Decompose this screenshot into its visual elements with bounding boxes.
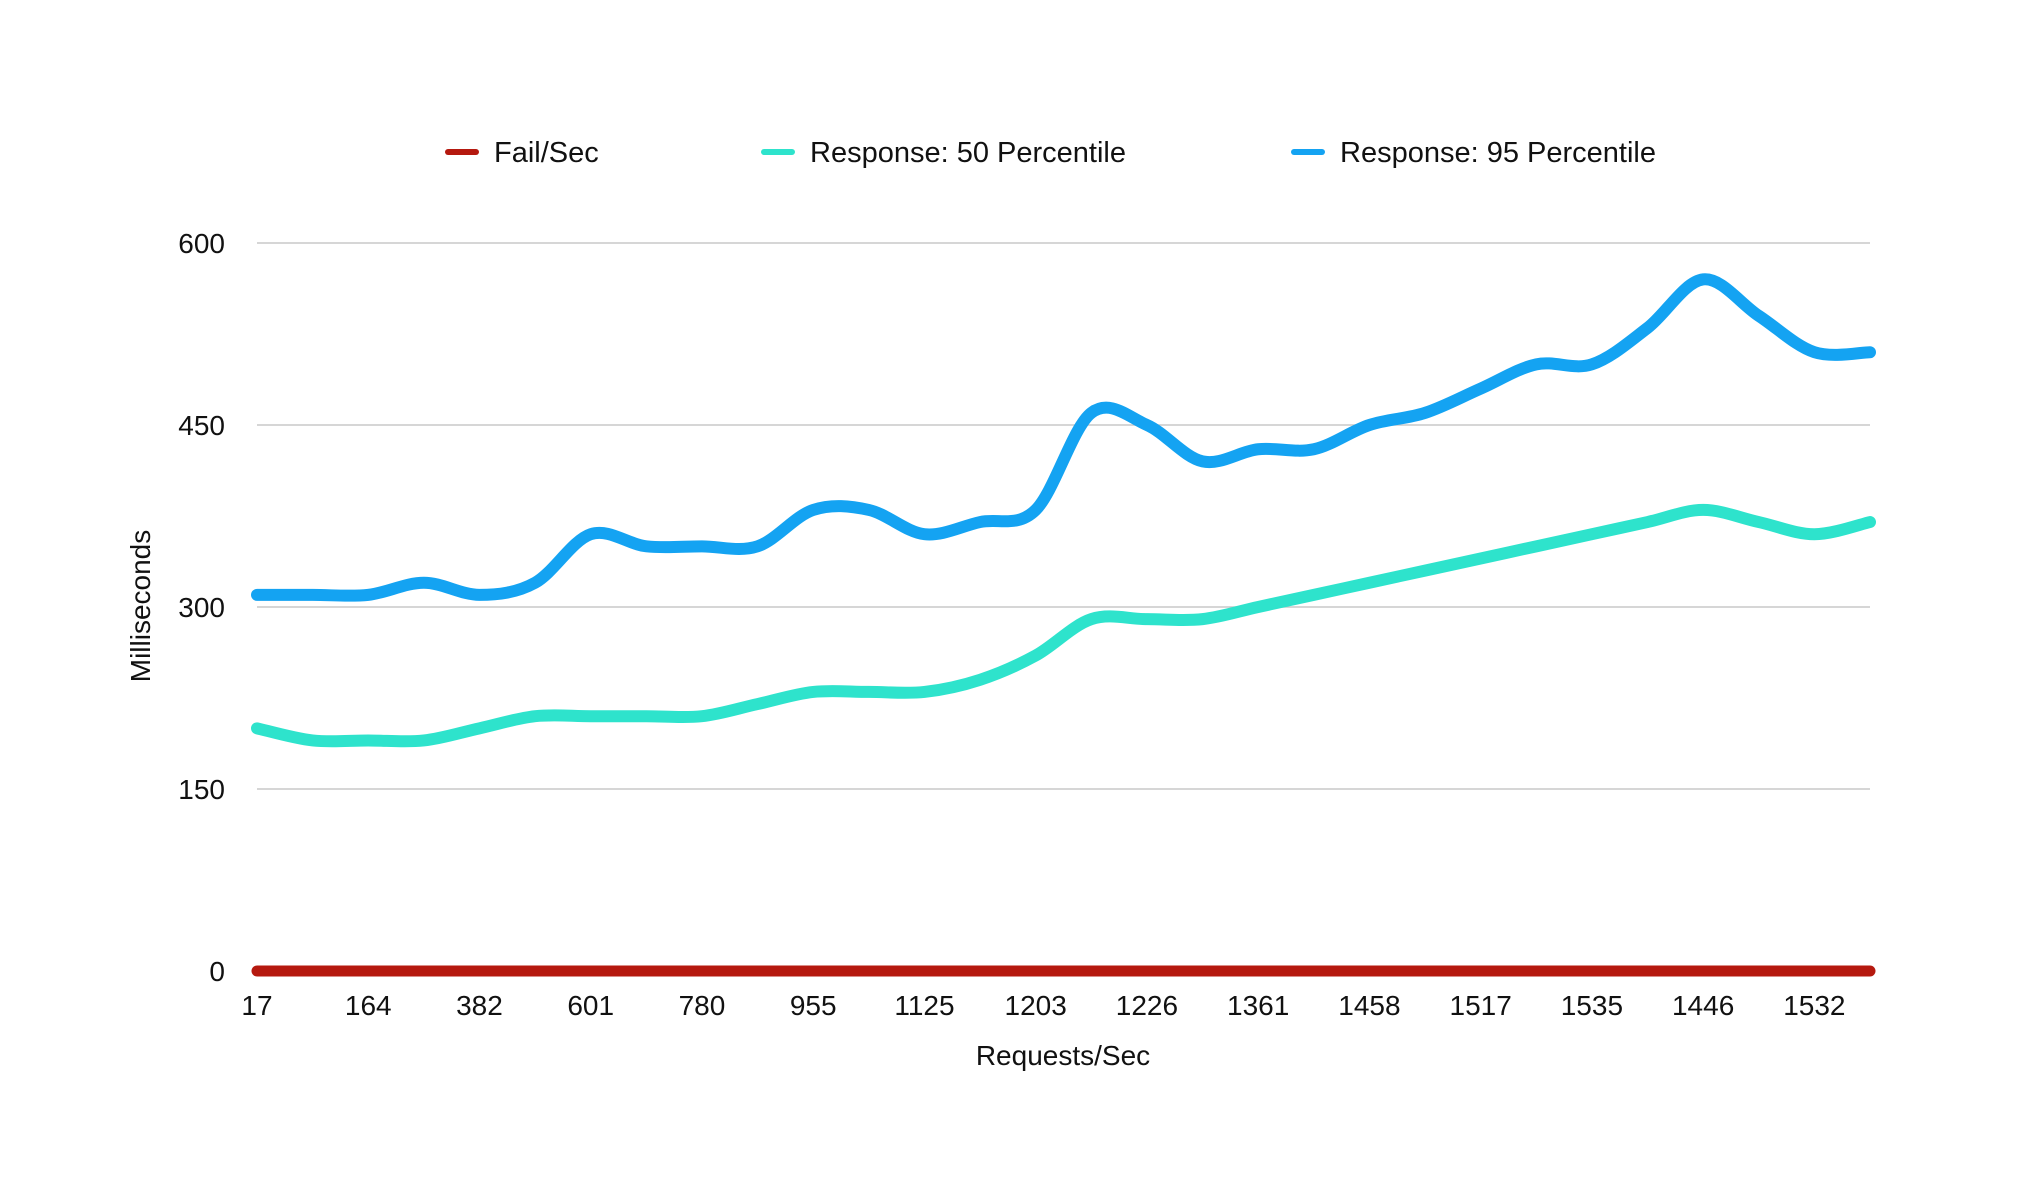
legend-item: Response: 50 Percentile <box>761 137 1126 169</box>
x-axis-ticks: 17 164 382 601 780 955 1125 1203 1226 1361 1458 151… <box>241 990 1845 1021</box>
y-tick-label: 0 <box>209 956 225 987</box>
y-tick-label: 450 <box>178 410 225 441</box>
x-tick-label: 780 <box>679 990 726 1021</box>
x-tick-label: 1203 <box>1005 990 1067 1021</box>
legend-item: Response: 95 Percentile <box>1291 137 1656 169</box>
x-axis-title: Requests/Sec <box>976 1040 1150 1071</box>
x-tick-label: 1535 <box>1561 990 1623 1021</box>
y-tick-label: 600 <box>178 228 225 259</box>
series-line-response-50-percentile <box>251 503 1876 748</box>
y-axis-ticks: 0 150 300 450 600 <box>178 228 225 987</box>
x-tick-label: 1125 <box>894 990 954 1021</box>
x-tick-label: 1517 <box>1450 990 1512 1021</box>
x-tick-label: 164 <box>345 990 392 1021</box>
legend-item: Fail/Sec <box>445 137 599 169</box>
legend-label: Fail/Sec <box>494 137 599 169</box>
y-tick-label: 150 <box>178 774 225 805</box>
x-tick-label: 1458 <box>1338 990 1400 1021</box>
gridlines <box>257 242 1870 972</box>
series-line-response-95-percentile <box>251 273 1876 602</box>
y-tick-label: 300 <box>178 592 225 623</box>
legend: Fail/Sec Response: 50 Percentile Response:… <box>445 137 1656 169</box>
x-tick-label: 17 <box>241 990 272 1021</box>
x-tick-label: 601 <box>567 990 614 1021</box>
x-tick-label: 382 <box>456 990 503 1021</box>
x-tick-label: 1226 <box>1116 990 1178 1021</box>
legend-label: Response: 50 Percentile <box>810 137 1126 169</box>
y-axis-title: Milliseconds <box>125 530 156 683</box>
x-tick-label: 1446 <box>1672 990 1734 1021</box>
x-tick-label: 1532 <box>1783 990 1845 1021</box>
series-layer <box>251 273 1876 977</box>
legend-label: Response: 95 Percentile <box>1340 137 1656 169</box>
x-tick-label: 1361 <box>1227 990 1289 1021</box>
x-tick-label: 955 <box>790 990 837 1021</box>
